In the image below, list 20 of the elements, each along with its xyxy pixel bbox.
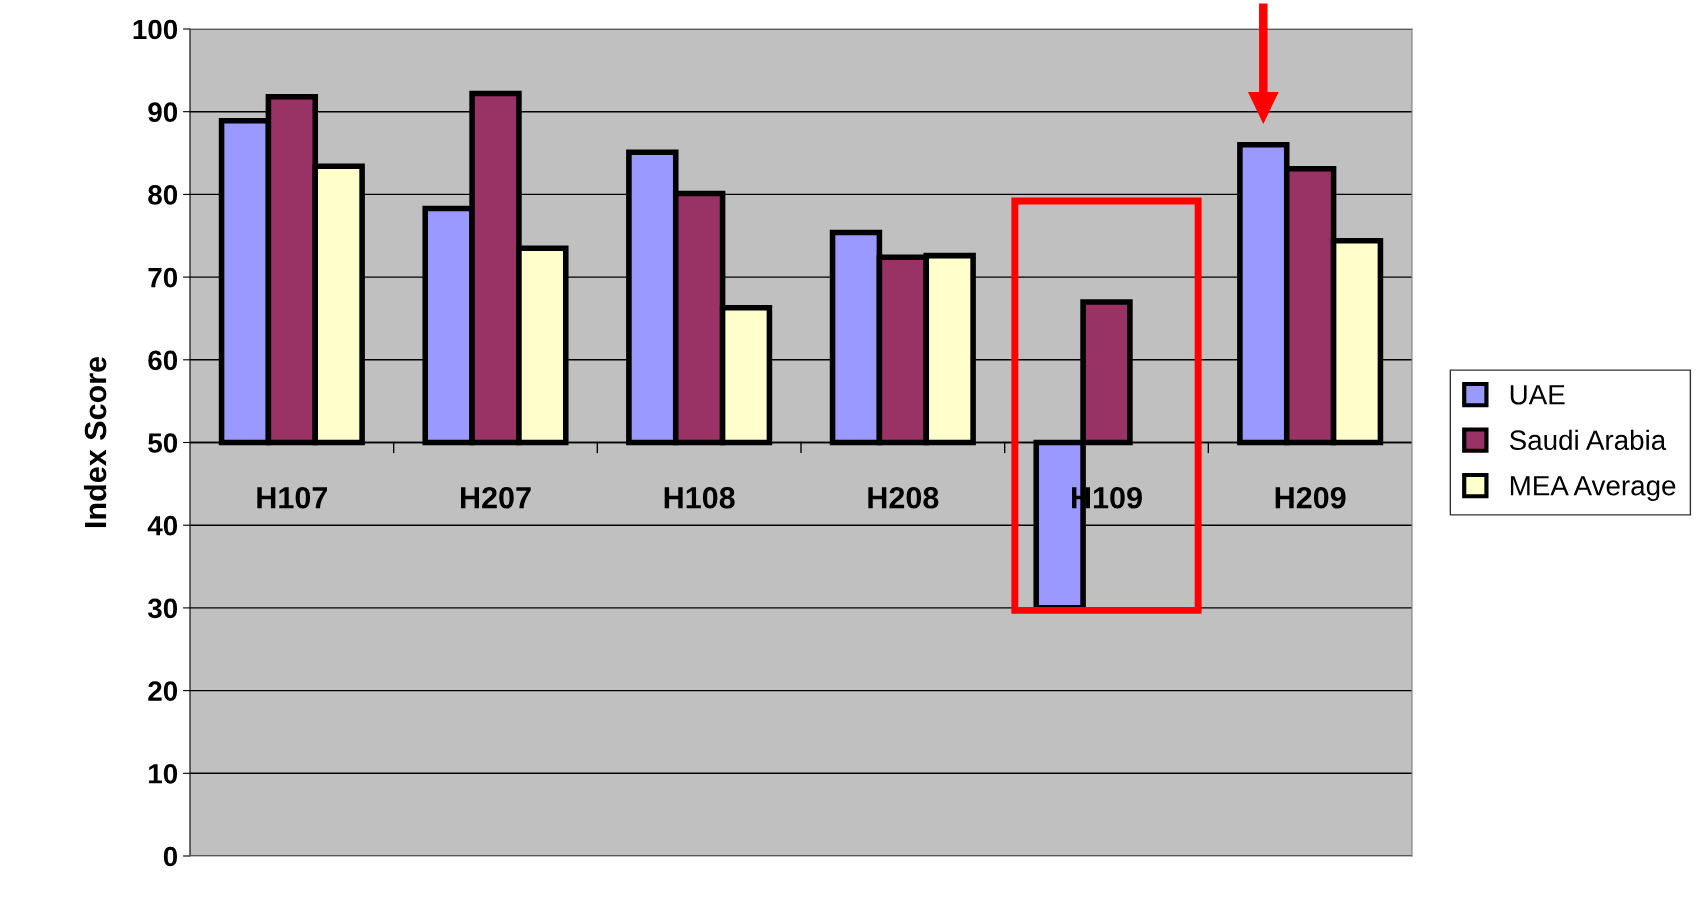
x-tick-label: H108 bbox=[664, 486, 735, 509]
y-tick-label: 50 bbox=[148, 433, 178, 453]
y-tick-label: 80 bbox=[148, 185, 178, 205]
y-tick-label: 20 bbox=[148, 681, 178, 701]
x-tick-label: H207 bbox=[461, 486, 531, 509]
y-axis-title: Index Score bbox=[83, 356, 107, 528]
y-tick-label: 10 bbox=[149, 763, 178, 784]
x-tick-label: H209 bbox=[1275, 486, 1346, 509]
legend-label: MEA Average bbox=[1510, 476, 1676, 502]
x-tick-label: H208 bbox=[868, 486, 939, 509]
legend-label: Saudi Arabia bbox=[1509, 429, 1667, 451]
legend-label: UAE bbox=[1510, 385, 1565, 405]
y-tick-label: 100 bbox=[133, 19, 178, 40]
y-tick-label: 60 bbox=[148, 350, 178, 371]
y-tick-label: 40 bbox=[147, 515, 178, 536]
y-tick-label: 90 bbox=[148, 102, 178, 123]
x-tick-label: H107 bbox=[257, 486, 328, 509]
y-tick-label: 30 bbox=[147, 598, 178, 619]
y-tick-label: 70 bbox=[148, 267, 178, 288]
y-tick-label: 0 bbox=[163, 846, 178, 867]
